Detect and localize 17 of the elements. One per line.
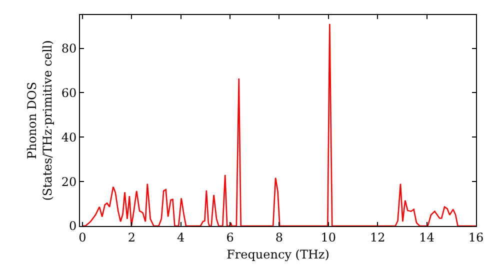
y-tick-label: 60 (61, 86, 77, 100)
x-tick-label: 8 (275, 230, 284, 244)
x-tick-label: 12 (370, 230, 386, 244)
line-series (82, 23, 476, 226)
x-tick-label: 0 (78, 230, 86, 244)
y-tick-label: 80 (61, 42, 77, 56)
x-tick-label: 10 (320, 230, 336, 244)
x-tick-label: 16 (468, 230, 484, 244)
y-tick-label: 40 (61, 130, 77, 144)
x-tick-label: 4 (177, 230, 186, 244)
x-tick-label: 2 (128, 230, 136, 244)
x-tick-label: 14 (419, 230, 435, 244)
y-tick-label: 0 (68, 219, 77, 234)
y-axis-title: Phonon DOS (States/THz·primitive cell) (25, 40, 55, 201)
x-tick-label: 6 (226, 230, 234, 244)
y-tick-label: 20 (61, 174, 77, 189)
x-axis-title: Frequency (THz) (226, 247, 330, 262)
